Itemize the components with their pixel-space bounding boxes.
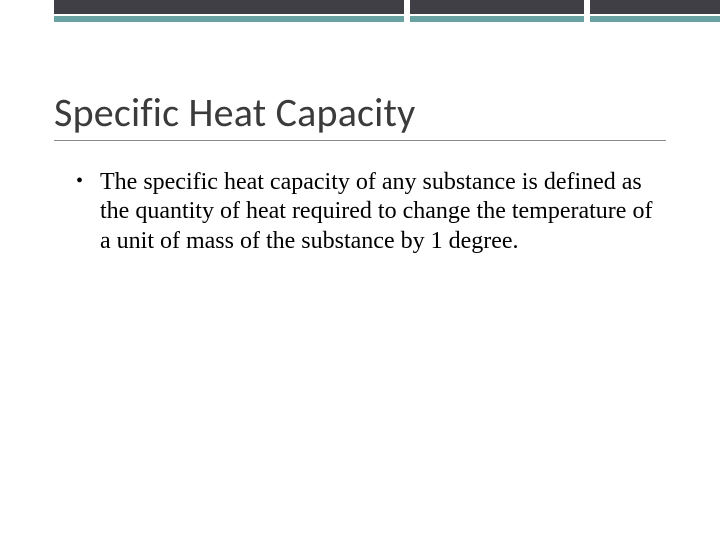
title-underline [54, 140, 666, 141]
dark-seg-3 [590, 0, 720, 14]
teal-seg-3 [590, 16, 720, 22]
top-dark-bar [54, 0, 720, 14]
teal-seg-2 [410, 16, 584, 22]
dark-seg-2 [410, 0, 584, 14]
slide-body: The specific heat capacity of any substa… [70, 168, 660, 256]
bullet-item: The specific heat capacity of any substa… [94, 168, 660, 256]
slide-title: Specific Heat Capacity [54, 88, 415, 137]
top-decor [0, 0, 720, 20]
teal-seg-1 [54, 16, 404, 22]
top-teal-bar [54, 16, 720, 22]
slide: Specific Heat Capacity The specific heat… [0, 0, 720, 540]
dark-seg-1 [54, 0, 404, 14]
